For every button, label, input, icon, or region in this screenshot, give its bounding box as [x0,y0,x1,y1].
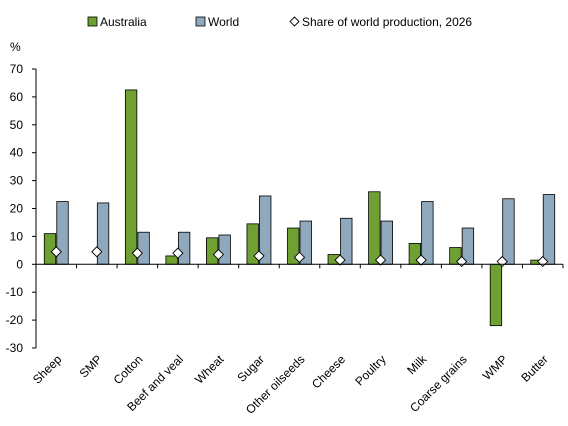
marker-share-cotton [131,247,143,259]
legend-item-share-of-world-production-2026: Share of world production, 2026 [289,15,472,29]
y-tick-label: 40 [10,146,24,160]
marker-share-sheep [50,246,62,258]
marker-share-smp [91,246,103,258]
markers [50,246,549,268]
y-tick-label: -20 [6,313,24,327]
legend-swatch [87,16,98,27]
bar-world-beef-and-veal [177,231,191,265]
marker-share-other-oilseeds [293,251,306,263]
marker-share-poultry [374,254,387,266]
legend-label: Australia [100,15,147,29]
x-tick-label-wmp: WMP [480,352,511,383]
y-tick-label: 20 [10,202,24,216]
y-tick-label: 50 [10,118,24,132]
legend: Australia World Share of world production,… [87,15,472,29]
y-tick-label: -10 [6,285,24,299]
legend-item-australia: Australia [87,15,147,29]
y-tick-label: -30 [6,341,24,355]
bar-world-wheat [218,234,231,265]
x-tick-label-cheese: Cheese [309,352,348,391]
bar-world-milk [421,201,434,265]
x-tick-label-sheep: Sheep [30,352,65,387]
y-tick-label: 30 [10,174,24,188]
bar-australia-poultry [368,191,381,265]
legend-swatch [195,16,206,27]
marker-share-wheat [212,248,225,261]
marker-share-milk [415,254,427,266]
bar-world-wmp [502,198,515,265]
y-tick-label: 10 [10,229,24,243]
bar-australia-cotton [124,89,138,265]
legend-label: Share of world production, 2026 [302,15,472,29]
y-axis: -30 -20 -10 0 10 20 30 40 50 60 70 [6,62,37,355]
x-tick-label-milk: Milk [404,352,430,378]
marker-share-sugar [253,250,265,262]
y-tick-label: 60 [10,90,24,104]
legend-item-world: World [195,15,239,29]
bar-australia-wheat [206,237,219,265]
x-tick-label-wheat: Wheat [192,352,227,387]
x-tick-label-sugar: Sugar [235,352,268,385]
y-axis-unit-label: % [10,40,21,54]
x-tick-label-butter: Butter [518,352,551,385]
bar-world-cotton [137,231,150,265]
x-tick-label-smp: SMP [77,352,105,380]
bar-world-butter [542,194,556,265]
bar-australia-beef-and-veal [165,255,178,265]
legend-label: World [208,15,239,29]
x-tick-label-cotton: Cotton [111,352,146,387]
bar-australia-wmp [489,263,503,327]
legend-swatch [289,16,300,27]
marker-share-cheese [334,254,346,266]
y-tick-label: 0 [16,257,23,271]
marker-share-beef-and-veal [172,247,184,259]
x-tick-label-poultry: Poultry [352,352,388,388]
y-tick-label: 70 [10,62,24,76]
bars [43,89,556,327]
